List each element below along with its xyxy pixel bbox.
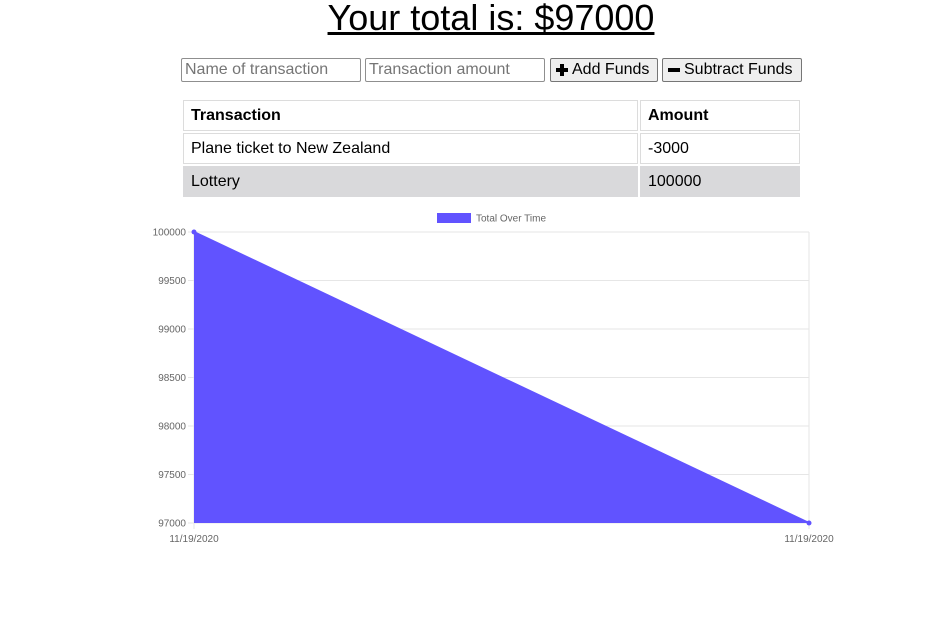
table-row: Plane ticket to New Zealand -3000 [183,133,800,164]
minus-icon [668,64,680,76]
subtract-funds-label: Subtract Funds [684,61,793,78]
transaction-amount-cell: -3000 [640,133,800,164]
total-heading: Your total is: $97000 [327,0,655,38]
transaction-amount-cell: 100000 [640,166,800,197]
y-tick-label: 97000 [158,519,186,530]
add-funds-label: Add Funds [572,61,650,78]
subtract-funds-button[interactable]: Subtract Funds [662,58,802,82]
data-point [191,229,197,235]
y-tick-label: 100000 [153,228,187,239]
data-point [806,520,812,526]
total-over-time-chart: 100000 99500 99000 98500 98000 97500 97000 11/1… [0,205,928,550]
y-tick-label: 97500 [158,470,186,481]
legend-swatch [437,213,471,223]
column-header-transaction: Transaction [183,100,638,131]
y-tick-label: 98000 [158,422,186,433]
x-tick-label: 11/19/2020 [169,534,219,545]
x-tick-label: 11/19/2020 [784,534,834,545]
column-header-amount: Amount [640,100,800,131]
transaction-amount-input[interactable] [365,58,545,82]
chart-canvas: 100000 99500 99000 98500 98000 97500 97000 11/1… [153,213,834,545]
table-row: Lottery 100000 [183,166,800,197]
transactions-table: Transaction Amount Plane ticket to New Z… [181,98,802,199]
add-funds-button[interactable]: Add Funds [550,58,658,82]
transaction-name-input[interactable] [181,58,361,82]
transaction-name-cell: Plane ticket to New Zealand [183,133,638,164]
table-header-row: Transaction Amount [183,100,800,131]
transaction-name-cell: Lottery [183,166,638,197]
y-tick-label: 99500 [158,276,186,287]
series-line [193,231,810,524]
y-tick-label: 98500 [158,373,186,384]
y-tick-label: 99000 [158,325,186,336]
legend-label: Total Over Time [476,214,546,225]
plus-icon [556,64,568,76]
